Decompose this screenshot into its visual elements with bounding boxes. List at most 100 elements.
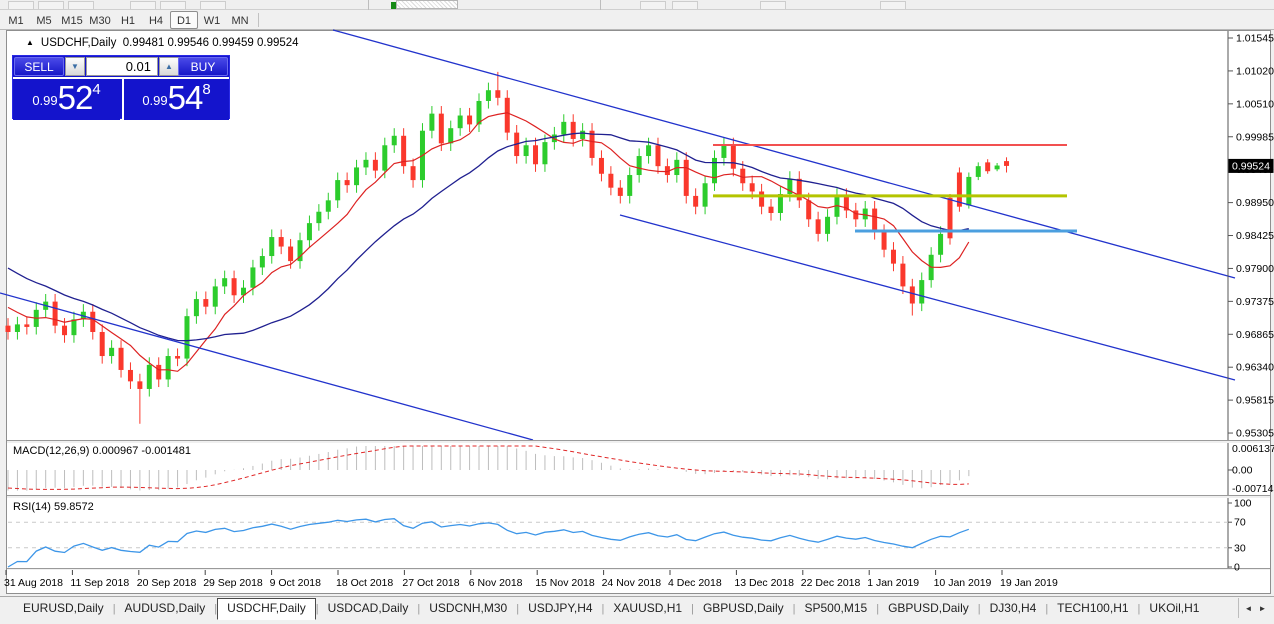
top-toolbar-strip xyxy=(0,0,1274,10)
svg-text:70: 70 xyxy=(1234,517,1246,529)
sell-price-base: 0.99 xyxy=(32,93,58,108)
volume-decrease-button[interactable]: ▼ xyxy=(65,57,85,76)
timeframe-button-m15[interactable]: M15 xyxy=(61,15,83,27)
svg-text:RSI(14) 59.8572: RSI(14) 59.8572 xyxy=(13,501,94,513)
timeframe-button-h4[interactable]: H4 xyxy=(148,15,164,27)
buy-button[interactable]: BUY xyxy=(178,57,228,76)
ma-slow-line xyxy=(7,132,969,342)
timeframe-button-mn[interactable]: MN xyxy=(231,15,249,27)
toolbar-button-remnant[interactable] xyxy=(68,1,94,9)
toolbar-button-remnant[interactable] xyxy=(880,1,906,9)
svg-text:0.97900: 0.97900 xyxy=(1236,263,1274,275)
timeframe-button-h1[interactable]: H1 xyxy=(120,15,136,27)
tab-separator: | xyxy=(214,603,218,615)
chart-tab-usdjpy-h4[interactable]: USDJPY,H4 xyxy=(528,601,593,615)
svg-text:0.006137: 0.006137 xyxy=(1232,443,1274,455)
chart-tab-usdcad-daily[interactable]: USDCAD,Daily xyxy=(327,601,409,615)
toolbar-button-remnant[interactable] xyxy=(38,1,64,9)
trend-channel-lines xyxy=(0,29,1236,441)
one-click-collapse-icon[interactable]: ▲ xyxy=(26,38,34,47)
toolbar-separator xyxy=(600,0,601,10)
timeframe-button-m30[interactable]: M30 xyxy=(89,15,111,27)
svg-text:1 Jan 2019: 1 Jan 2019 xyxy=(867,577,919,589)
svg-text:1.00510: 1.00510 xyxy=(1236,98,1274,110)
symbol-combo-remnant[interactable] xyxy=(396,0,458,9)
timeframe-button-w1[interactable]: W1 xyxy=(203,15,221,27)
toolbar-button-remnant[interactable] xyxy=(672,1,698,9)
svg-text:0.95305: 0.95305 xyxy=(1236,428,1274,440)
svg-text:20 Sep 2018: 20 Sep 2018 xyxy=(137,577,197,589)
svg-text:0.96340: 0.96340 xyxy=(1236,362,1274,374)
chart-tab-eurusd-daily[interactable]: EURUSD,Daily xyxy=(23,601,104,615)
chart-tab-dj30-h4[interactable]: DJ30,H4 xyxy=(989,601,1037,615)
svg-text:1.01020: 1.01020 xyxy=(1236,65,1274,77)
svg-text:1.01545: 1.01545 xyxy=(1236,33,1274,45)
toolbar-button-remnant[interactable] xyxy=(130,1,156,9)
chart-tab-gbpusd-daily[interactable]: GBPUSD,Daily xyxy=(888,601,969,615)
svg-text:0: 0 xyxy=(1234,562,1240,574)
horizontal-level-lines xyxy=(713,143,1077,233)
tab-separator: | xyxy=(876,603,880,615)
timeframe-button-m1[interactable]: M1 xyxy=(8,15,24,27)
toolbar-separator xyxy=(368,0,369,10)
sell-price-panel[interactable]: 0.99524 xyxy=(13,79,120,120)
svg-text:11 Sep 2018: 11 Sep 2018 xyxy=(70,577,129,589)
chart-tab-ukoil-h1[interactable]: UKOil,H1 xyxy=(1149,601,1200,615)
tab-separator: | xyxy=(516,603,520,615)
ma-fast-line xyxy=(7,112,970,372)
toolbar-button-remnant[interactable] xyxy=(8,1,34,9)
svg-text:0.98950: 0.98950 xyxy=(1236,197,1274,209)
tab-scroll-left-button[interactable]: ◄ xyxy=(1244,604,1253,613)
svg-text:29 Sep 2018: 29 Sep 2018 xyxy=(203,577,263,589)
sell-price-pip: 4 xyxy=(92,81,101,98)
toolbar-button-remnant[interactable] xyxy=(760,1,786,9)
volume-increase-button[interactable]: ▲ xyxy=(159,57,179,76)
timeframe-button-m5[interactable]: M5 xyxy=(36,15,52,27)
svg-text:10 Jan 2019: 10 Jan 2019 xyxy=(934,577,992,589)
timeframe-button-d1[interactable]: D1 xyxy=(170,11,198,29)
svg-text:0.96865: 0.96865 xyxy=(1236,329,1274,341)
svg-text:100: 100 xyxy=(1234,498,1252,510)
chart-tab-tech100-h1[interactable]: TECH100,H1 xyxy=(1057,601,1129,615)
buy-order-icon xyxy=(391,2,396,9)
volume-input[interactable] xyxy=(86,57,158,76)
svg-text:19 Jan 2019: 19 Jan 2019 xyxy=(1000,577,1058,589)
toolbar-separator xyxy=(258,12,259,27)
current-price-badge: 0.99524 xyxy=(1228,158,1274,173)
tab-separator: | xyxy=(1137,603,1141,615)
price-chart-canvas[interactable]: 1.015451.010201.005100.999850.994600.989… xyxy=(0,0,1274,596)
tab-scroll-right-button[interactable]: ► xyxy=(1258,604,1267,613)
chart-tab-gbpusd-daily[interactable]: GBPUSD,Daily xyxy=(702,601,784,615)
svg-text:18 Oct 2018: 18 Oct 2018 xyxy=(336,577,393,589)
one-click-controls-row: SELL ▼ ▲ BUY xyxy=(13,56,229,77)
svg-text:0.97375: 0.97375 xyxy=(1236,296,1274,308)
chart-tab-usdchf-daily[interactable]: USDCHF,Daily xyxy=(217,598,316,620)
svg-text:0.99524: 0.99524 xyxy=(1232,160,1270,172)
svg-text:0.98425: 0.98425 xyxy=(1236,230,1274,242)
toolbar-button-remnant[interactable] xyxy=(640,1,666,9)
tab-separator: | xyxy=(601,603,605,615)
svg-text:22 Dec 2018: 22 Dec 2018 xyxy=(801,577,861,589)
toolbar-button-remnant[interactable] xyxy=(160,1,186,9)
tab-separator: | xyxy=(977,603,981,615)
chart-symbol-period: USDCHF,Daily xyxy=(40,37,117,49)
sell-button[interactable]: SELL xyxy=(14,57,64,76)
svg-text:15 Nov 2018: 15 Nov 2018 xyxy=(535,577,595,589)
svg-text:24 Nov 2018: 24 Nov 2018 xyxy=(602,577,662,589)
buy-price-base: 0.99 xyxy=(142,93,168,108)
tab-separator: | xyxy=(417,603,421,615)
chart-tab-usdcnh-m30[interactable]: USDCNH,M30 xyxy=(429,601,508,615)
one-click-price-row: 0.99524 0.99548 xyxy=(13,77,229,120)
chart-tab-xauusd-h1[interactable]: XAUUSD,H1 xyxy=(613,601,683,615)
macd-indicator: MACD(12,26,9) 0.000967 -0.001481 0.006137… xyxy=(7,443,1274,495)
candles xyxy=(5,71,1010,424)
chart-tab-audusd-daily[interactable]: AUDUSD,Daily xyxy=(124,601,206,615)
chart-tab-sp500-m15[interactable]: SP500,M15 xyxy=(804,601,868,615)
tab-separator: | xyxy=(315,603,319,615)
svg-text:6 Nov 2018: 6 Nov 2018 xyxy=(469,577,523,589)
svg-text:0.95815: 0.95815 xyxy=(1236,395,1274,407)
buy-price-panel[interactable]: 0.99548 xyxy=(122,79,229,120)
toolbar-button-remnant[interactable] xyxy=(200,1,226,9)
sell-price-big: 52 xyxy=(57,79,94,116)
